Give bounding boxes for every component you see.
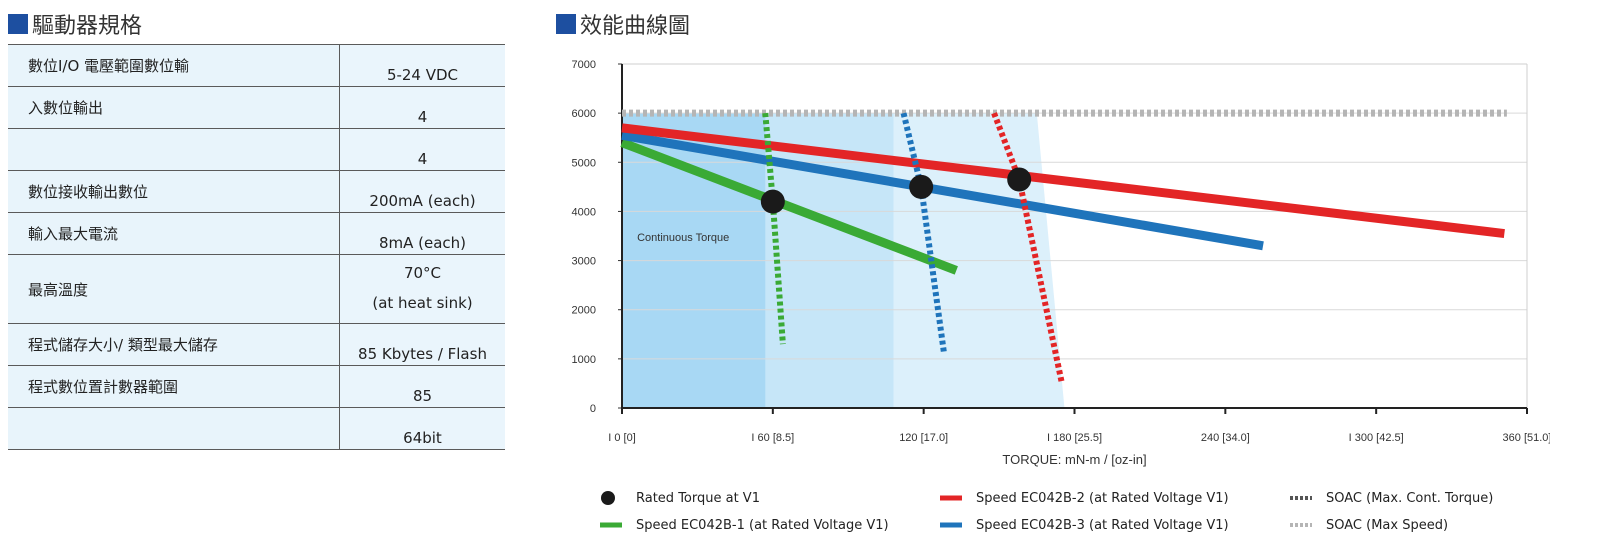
y-tick-label: 7000 [572, 59, 596, 71]
spec-label: 入數位輸出 [8, 86, 340, 129]
spec-value: 8mA (each) [339, 212, 505, 255]
legend-dot [601, 491, 615, 505]
legend-item: SOAC (Max. Cont. Torque) [1290, 490, 1493, 506]
line-marker-icon [940, 495, 962, 501]
spec-value: 70°C (at heat sink) [339, 254, 505, 324]
x-tick-label: 120 [17.0] [899, 432, 948, 444]
table-row: 入數位輸出 4 [8, 86, 505, 129]
table-row: 64bit [8, 407, 505, 450]
dot-marker-icon [601, 491, 615, 505]
spec-label: 程式儲存大小/ 類型最大儲存 [8, 323, 340, 366]
speed-series-line [620, 138, 958, 275]
x-tick-label: I 0 [0] [608, 432, 636, 444]
table-row: 數位接收輸出數位 200mA (each) [8, 170, 505, 213]
title-square-icon [8, 14, 28, 34]
legend-item: Speed EC042B-1 (at Rated Voltage V1) [600, 517, 889, 533]
line-marker-icon [1290, 496, 1312, 500]
spec-value: 200mA (each) [339, 170, 505, 213]
y-tick-label: 0 [590, 403, 596, 415]
spec-value: 85 Kbytes / Flash [339, 323, 505, 366]
spec-label: 最高溫度 [8, 254, 340, 324]
spec-section-title: 驅動器規格 [8, 8, 142, 40]
spec-title-text: 驅動器規格 [32, 14, 143, 39]
x-axis-label: TORQUE: mN-m / [oz-in] [1002, 452, 1146, 467]
title-square-icon [556, 14, 576, 34]
table-row: 輸入最大電流 8mA (each) [8, 212, 505, 255]
y-tick-label: 3000 [572, 256, 596, 268]
table-row: 程式數位置計數器範圍 85 [8, 365, 505, 408]
y-tick-label: 4000 [572, 206, 596, 218]
line-marker-icon [940, 522, 962, 528]
soac-boundary-line [762, 112, 786, 345]
table-row: 數位I/O 電壓範圍數位輸 5-24 VDC [8, 44, 505, 87]
spec-value-line2: (at heat sink) [372, 294, 473, 312]
legend-label: Speed EC042B-3 (at Rated Voltage V1) [976, 517, 1229, 533]
chart-title-text: 效能曲線圖 [580, 14, 691, 39]
table-row: 最高溫度 70°C (at heat sink) [8, 254, 505, 324]
x-tick-label: I 300 [42.5] [1349, 432, 1404, 444]
y-tick-label: 5000 [572, 157, 596, 169]
line-marker-icon [1290, 523, 1312, 527]
chart-section-title: 效能曲線圖 [556, 8, 690, 40]
spec-label: 數位I/O 電壓範圍數位輸 [8, 44, 340, 87]
spec-value: 4 [339, 86, 505, 129]
legend-label: Rated Torque at V1 [636, 490, 760, 506]
spec-label: 程式數位置計數器範圍 [8, 365, 340, 408]
line-marker-icon [600, 522, 622, 528]
y-tick-label: 1000 [572, 354, 596, 366]
continuous-torque-annotation: Continuous Torque [637, 232, 729, 244]
rated-torque-point [909, 174, 934, 199]
legend-item: Rated Torque at V1 [600, 490, 760, 506]
x-tick-label: 240 [34.0] [1201, 432, 1250, 444]
legend-item: Speed EC042B-2 (at Rated Voltage V1) [940, 490, 1229, 506]
spec-value: 5-24 VDC [339, 44, 505, 87]
x-tick-label: I 60 [8.5] [751, 432, 794, 444]
spec-value: 4 [339, 128, 505, 171]
legend-item: SOAC (Max Speed) [1290, 517, 1448, 533]
spec-label [8, 407, 340, 450]
spec-label [8, 128, 340, 171]
spec-label: 輸入最大電流 [8, 212, 340, 255]
x-tick-label: 360 [51.0] [1503, 432, 1550, 444]
spec-value: 64bit [339, 407, 505, 450]
spec-table: 數位I/O 電壓範圍數位輸 5-24 VDC 入數位輸出 4 4 數位接收輸出數… [8, 44, 505, 450]
performance-chart: 0 1000 2000 3000 4000 5000 6000 7000 I 0 [0] I 60… [572, 59, 1550, 467]
spec-label: 數位接收輸出數位 [8, 170, 340, 213]
table-row: 4 [8, 128, 505, 171]
y-tick-label: 6000 [572, 108, 596, 120]
legend-label: Speed EC042B-1 (at Rated Voltage V1) [636, 517, 889, 533]
y-tick-label: 2000 [572, 305, 596, 317]
spec-value: 85 [339, 365, 505, 408]
legend-item: Speed EC042B-3 (at Rated Voltage V1) [940, 517, 1229, 533]
legend-label: SOAC (Max. Cont. Torque) [1326, 490, 1494, 506]
legend-label: Speed EC042B-2 (at Rated Voltage V1) [976, 490, 1229, 506]
legend-label: SOAC (Max Speed) [1326, 517, 1449, 533]
speed-series-line [621, 123, 1505, 239]
spec-value-line1: 70°C [403, 264, 442, 282]
rated-torque-point [760, 189, 785, 214]
table-row: 程式儲存大小/ 類型最大儲存 85 Kbytes / Flash [8, 323, 505, 366]
rated-torque-point [1007, 167, 1032, 192]
speed-series-line [621, 130, 1264, 251]
x-tick-label: I 180 [25.5] [1047, 432, 1102, 444]
